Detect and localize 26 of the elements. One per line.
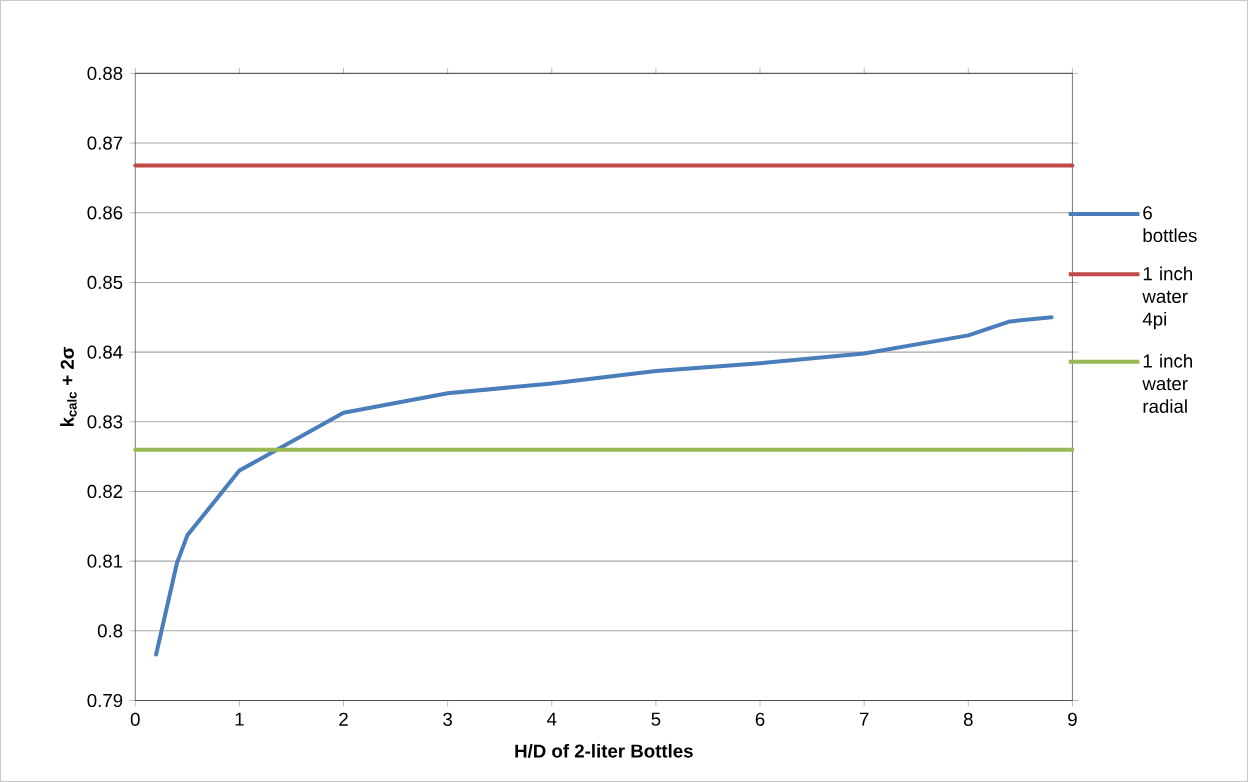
y-tick-label: 0.84: [87, 345, 123, 359]
y-tick-label: 0.85: [87, 275, 123, 290]
x-tick-label: 4: [547, 712, 557, 726]
y-tick-label: 0.8: [97, 624, 123, 638]
y-tick-label: 0.88: [87, 66, 123, 81]
x-tick-label: 5: [651, 712, 661, 726]
legend-label: 1 inch water 4pi: [1142, 266, 1192, 330]
y-tick-label: 0.79: [87, 693, 123, 708]
x-tick-label: 7: [859, 712, 869, 726]
x-tick-label: 9: [1068, 712, 1077, 726]
y-tick-label: 0.83: [87, 415, 123, 429]
legend-label: 1 inch water radial: [1142, 353, 1192, 413]
y-axis-title: k$_{calc}$ + 2σ: [60, 346, 77, 427]
line-series: [154, 315, 1054, 657]
x-tick-label: 3: [443, 712, 453, 726]
legend-label: 6 bottles: [1143, 206, 1197, 243]
x-tick-label: 8: [963, 712, 973, 726]
y-tick-label: 0.82: [87, 484, 123, 499]
y-tick-label: 0.81: [87, 554, 123, 568]
y-tick-label: 0.87: [87, 136, 123, 150]
x-tick-label: 0: [130, 712, 140, 726]
x-tick-label: 6: [755, 712, 765, 726]
x-tick-label: 2: [339, 712, 348, 726]
x-axis-title: H/D of 2-liter Bottles: [515, 743, 693, 758]
y-tick-label: 0.86: [87, 206, 123, 220]
x-tick-label: 1: [235, 712, 244, 726]
